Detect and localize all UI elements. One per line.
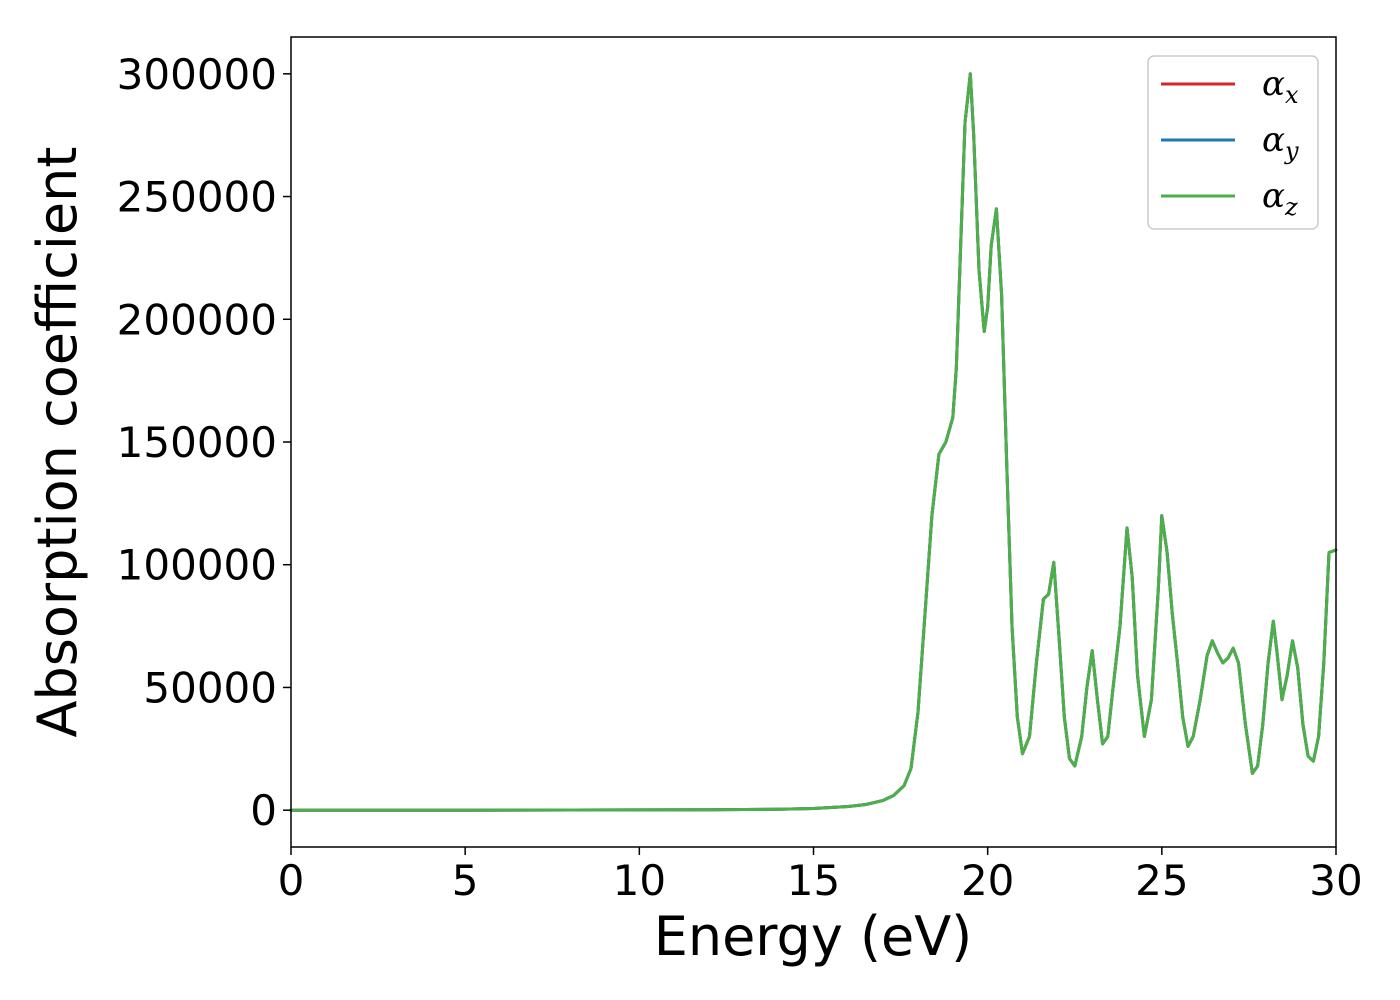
x-tick-label: 10 bbox=[613, 856, 666, 905]
y-tick-label: 250000 bbox=[117, 173, 277, 222]
legend-box bbox=[1147, 55, 1319, 230]
y-tick-label: 150000 bbox=[117, 418, 277, 467]
x-tick-label: 0 bbox=[278, 856, 305, 905]
plot-lines bbox=[289, 72, 1338, 812]
x-axis-ticks: 0 5 10 15 20 25 30 bbox=[278, 847, 1363, 905]
legend-label-z: αz bbox=[1262, 176, 1298, 221]
y-tick-label: 300000 bbox=[117, 50, 277, 99]
y-tick-label: 50000 bbox=[143, 663, 277, 712]
series-line-z bbox=[289, 72, 1338, 812]
x-axis-label: Energy (eV) bbox=[654, 905, 973, 968]
x-tick-label: 30 bbox=[1309, 856, 1362, 905]
y-axis-label: Absorption coefficient bbox=[26, 147, 89, 738]
y-tick-label: 100000 bbox=[117, 541, 277, 590]
y-tick-label: 0 bbox=[250, 786, 277, 835]
y-axis-ticks: 0 50000 100000 150000 200000 250000 300000 bbox=[117, 50, 291, 835]
x-tick-label: 5 bbox=[452, 856, 479, 905]
x-tick-label: 25 bbox=[1135, 856, 1188, 905]
x-tick-label: 15 bbox=[787, 856, 840, 905]
y-tick-label: 200000 bbox=[117, 295, 277, 344]
x-tick-label: 20 bbox=[961, 856, 1014, 905]
